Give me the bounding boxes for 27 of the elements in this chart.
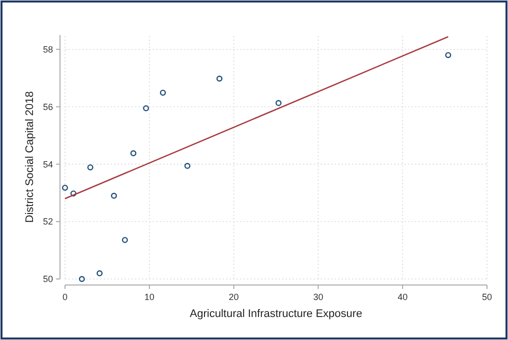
point (216, 76, 222, 82)
point (78, 276, 85, 282)
point (87, 164, 94, 170)
x-tick-label: 50 (482, 292, 492, 302)
x-tick-label: 10 (144, 292, 154, 302)
point (143, 105, 150, 112)
x-tick-label: 40 (398, 292, 408, 302)
point (184, 162, 190, 169)
point (96, 270, 103, 276)
point (276, 100, 282, 106)
point (70, 190, 76, 196)
y-tick-label: 56 (42, 102, 53, 112)
x-axis-title: Agricultural Infrastructure Exposure (190, 308, 362, 320)
point (160, 90, 166, 96)
point (110, 192, 117, 199)
y-tick-label: 52 (42, 216, 53, 227)
x-tick-label: 20 (228, 292, 239, 302)
point (130, 150, 136, 156)
point (445, 52, 452, 58)
y-tick-label: 58 (42, 44, 53, 55)
x-tick-label: 0 (62, 292, 68, 302)
point (62, 184, 68, 191)
y-tick-label: 54 (42, 159, 53, 170)
x-tick-label: 30 (313, 292, 324, 302)
y-axis-title: District Social Capital 2018 (24, 91, 36, 223)
point (122, 236, 128, 243)
y-tick-label: 50 (42, 274, 53, 284)
